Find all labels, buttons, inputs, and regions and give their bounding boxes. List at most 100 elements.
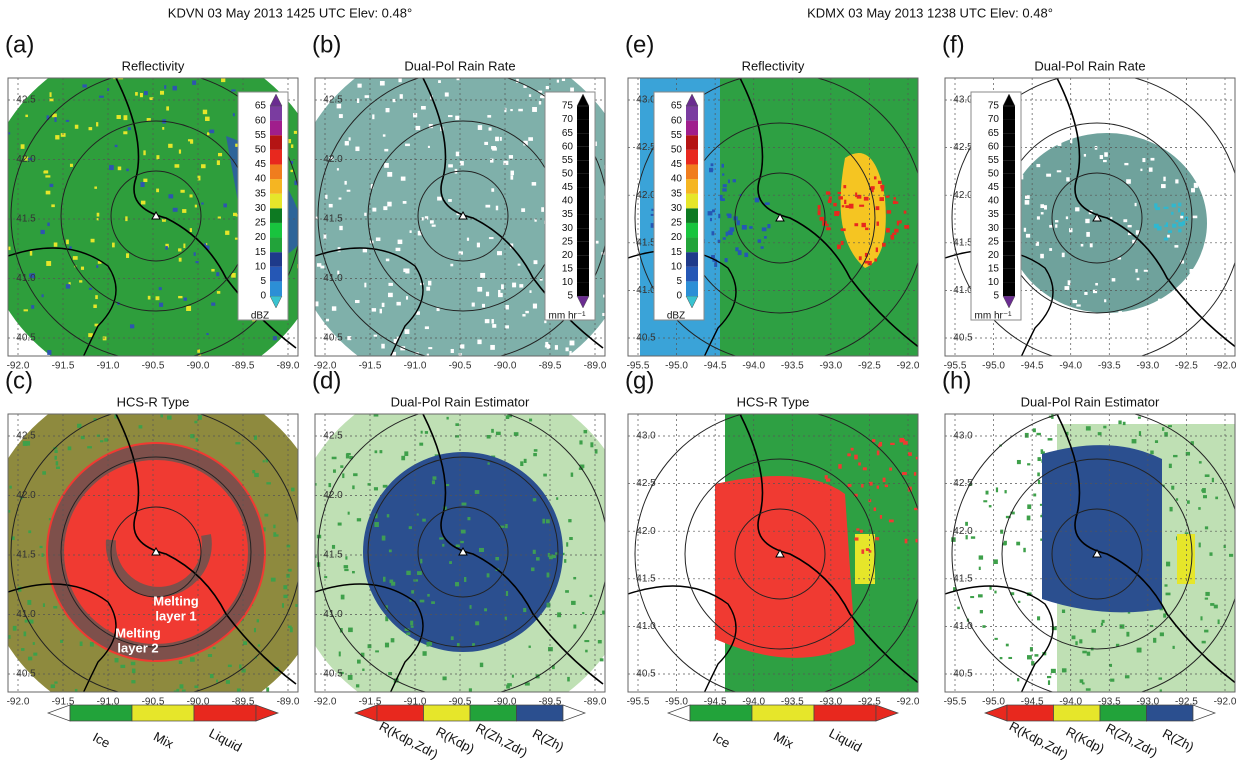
speckle: [1010, 511, 1015, 515]
speckle: [160, 414, 164, 418]
speckle: [880, 184, 885, 189]
speckle: [216, 272, 220, 277]
speckle: [304, 158, 309, 161]
speckle: [431, 224, 436, 227]
speckle: [49, 92, 52, 97]
colorbar-label: 45: [671, 159, 683, 170]
speckle: [303, 459, 305, 463]
speckle: [1040, 514, 1043, 518]
speckle: [568, 519, 572, 523]
speckle: [283, 585, 288, 590]
speckle: [22, 441, 28, 446]
speckle: [477, 286, 483, 292]
speckle: [707, 211, 713, 216]
speckle: [181, 689, 186, 692]
speckle: [203, 385, 205, 388]
speckle: [856, 528, 860, 531]
speckle: [1083, 153, 1087, 157]
speckle: [1033, 493, 1037, 497]
speckle: [490, 391, 492, 393]
speckle: [295, 604, 298, 607]
colorbar-label: 10: [671, 261, 683, 272]
x-tick-label: -95.0: [665, 697, 688, 708]
speckle: [710, 163, 714, 167]
speckle: [545, 519, 550, 524]
speckle: [619, 253, 624, 256]
range-ring: [367, 456, 559, 648]
speckle: [33, 652, 38, 656]
speckle: [192, 80, 197, 85]
colorbar-segment: [270, 252, 282, 267]
speckle: [1089, 695, 1091, 699]
speckle: [68, 282, 71, 285]
speckle: [225, 680, 230, 684]
speckle: [1175, 498, 1179, 501]
speckle: [315, 555, 317, 558]
speckle: [863, 196, 869, 201]
speckle: [505, 304, 509, 310]
colorbar-label: 5: [260, 276, 266, 287]
colorbar-segment: [686, 237, 698, 253]
legend-end: [255, 704, 280, 722]
x-tick-label: -93.5: [1098, 697, 1121, 708]
speckle: [1154, 440, 1159, 444]
legend-end: [875, 704, 900, 722]
speckle: [294, 180, 298, 186]
panel-title: Dual-Pol Rain Rate: [404, 58, 515, 73]
speckle: [859, 204, 865, 207]
speckle: [610, 265, 613, 268]
speckle: [1086, 651, 1091, 656]
speckle: [828, 196, 832, 201]
legend-label: Mix: [151, 729, 176, 752]
speckle: [140, 182, 145, 187]
speckle: [532, 498, 537, 502]
y-tick-label: 42.5: [953, 142, 973, 153]
legend-label: R(Kdp,Zdr): [377, 718, 441, 761]
speckle: [1201, 640, 1206, 644]
speckle: [825, 191, 831, 195]
colorbar-segment: [270, 281, 282, 296]
speckle: [520, 461, 524, 466]
speckle: [217, 216, 221, 219]
speckle: [442, 366, 445, 370]
speckle: [511, 674, 514, 678]
speckle: [384, 148, 389, 152]
colorbar-label: 70: [562, 114, 574, 125]
speckle: [848, 203, 854, 209]
speckle: [1029, 647, 1033, 652]
speckle: [882, 477, 886, 483]
speckle: [446, 416, 449, 420]
speckle: [337, 270, 340, 275]
speckle: [54, 681, 58, 684]
colorbar-segment: [577, 228, 589, 242]
speckle: [371, 308, 377, 312]
x-tick-label: -92.0: [7, 361, 30, 372]
speckle: [48, 518, 51, 521]
speckle: [717, 239, 721, 243]
speckle: [722, 237, 726, 240]
speckle: [373, 487, 378, 491]
speckle: [464, 576, 467, 582]
speckle: [160, 380, 165, 383]
colorbar-segment: [270, 179, 282, 194]
speckle: [162, 219, 166, 222]
speckle: [211, 268, 215, 272]
colorbar-unit: dBZ: [251, 311, 269, 322]
speckle: [609, 458, 612, 462]
colorbar-segment: [577, 187, 589, 201]
speckle: [545, 341, 549, 346]
speckle: [426, 286, 431, 291]
speckle: [385, 258, 390, 262]
speckle: [41, 553, 44, 557]
legend-label: Ice: [710, 729, 732, 750]
speckle: [1178, 228, 1182, 233]
speckle: [1211, 477, 1214, 483]
speckle: [1118, 311, 1123, 316]
speckle: [763, 236, 767, 239]
speckle: [424, 326, 429, 330]
speckle: [565, 347, 569, 352]
speckle: [1034, 654, 1039, 657]
speckle: [27, 599, 32, 605]
speckle: [80, 266, 85, 270]
y-tick-label: 41.0: [953, 621, 973, 632]
